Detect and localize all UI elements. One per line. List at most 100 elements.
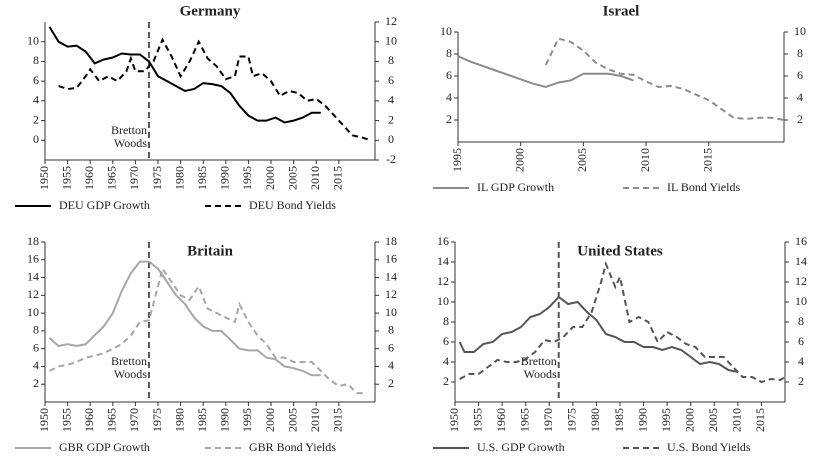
x-tick-label: 2010 [730, 408, 744, 432]
x-tick-label: 1980 [588, 408, 602, 432]
x-tick-label: 2015 [331, 166, 345, 190]
y2-tick-label: 4 [388, 93, 394, 107]
x-tick-label: 1995 [450, 148, 464, 172]
x-tick-label: 1970 [541, 408, 555, 432]
y-tick-label: 4 [33, 358, 39, 372]
legend-label: DEU Bond Yields [249, 198, 336, 212]
y-tick-label: 14 [437, 254, 449, 268]
annotation-label: Bretton [111, 354, 147, 368]
y2-tick-label: 10 [385, 33, 397, 47]
x-tick-label: 1970 [127, 166, 141, 190]
series-line [459, 260, 786, 384]
x-tick-label: 1955 [470, 408, 484, 432]
x-tick-label: 1950 [37, 166, 51, 190]
x-tick-label: 2015 [331, 408, 345, 432]
chart-title: Israel [603, 3, 640, 19]
x-tick-label: 2000 [682, 408, 696, 432]
y-tick-label: 6 [33, 340, 39, 354]
x-tick-label: 2010 [308, 166, 322, 190]
y2-tick-label: 4 [798, 354, 804, 368]
y-tick-label: 8 [33, 323, 39, 337]
x-tick-label: 1995 [240, 408, 254, 432]
y-tick-label: 14 [27, 269, 39, 283]
series-line [58, 37, 371, 142]
y-tick-label: 6 [443, 334, 449, 348]
y-tick-label: 8 [446, 46, 452, 60]
panel: United States 2 4 6 8 10 12 14 16 2 4 6 8 10 12 14 16 195… [433, 234, 807, 454]
x-tick-label: 1965 [105, 166, 119, 190]
y2-tick-label: 2 [388, 112, 394, 126]
y2-tick-label: 4 [388, 358, 394, 372]
y2-tick-label: 8 [388, 53, 394, 67]
y-tick-label: 6 [446, 68, 452, 82]
x-tick-label: 1985 [195, 166, 209, 190]
annotation-label: Bretton [521, 354, 557, 368]
y2-tick-label: 2 [388, 376, 394, 390]
annotation-label: Woods [114, 367, 147, 381]
y2-tick-label: 8 [388, 323, 394, 337]
y2-tick-label: 2 [798, 374, 804, 388]
y2-tick-label: -2 [386, 152, 396, 166]
x-tick-label: 1980 [172, 166, 186, 190]
y2-tick-label: 14 [795, 254, 807, 268]
x-tick-label: 2005 [285, 166, 299, 190]
y-tick-label: 2 [446, 112, 452, 126]
x-tick-label: 2015 [753, 408, 767, 432]
legend-label: U.S. Bond Yields [667, 440, 751, 454]
y2-tick-label: 8 [797, 46, 803, 60]
x-tick-label: 2015 [701, 148, 715, 172]
annotation-label: Woods [114, 136, 147, 150]
x-tick-label: 1950 [37, 408, 51, 432]
x-tick-label: 1955 [59, 166, 73, 190]
x-tick-label: 2010 [638, 148, 652, 172]
series-line [458, 295, 739, 373]
x-tick-label: 2005 [575, 148, 589, 172]
legend-label: IL GDP Growth [477, 180, 554, 194]
x-tick-label: 2010 [308, 408, 322, 432]
y2-tick-label: 14 [385, 269, 397, 283]
y-tick-label: 8 [33, 53, 39, 67]
y-tick-label: 4 [443, 354, 449, 368]
chart-title: Britain [187, 243, 233, 259]
y-tick-label: 4 [33, 93, 39, 107]
y-tick-label: 10 [27, 305, 39, 319]
x-tick-label: 1965 [517, 408, 531, 432]
x-tick-label: 1985 [195, 408, 209, 432]
x-tick-label: 2005 [706, 408, 720, 432]
x-tick-label: 1975 [565, 408, 579, 432]
x-tick-label: 1990 [218, 166, 232, 190]
x-tick-label: 1990 [635, 408, 649, 432]
x-tick-label: 2000 [263, 408, 277, 432]
y2-tick-label: 6 [388, 340, 394, 354]
legend-label: IL Bond Yields [667, 180, 740, 194]
y-tick-label: 16 [437, 234, 449, 248]
y2-tick-label: 6 [798, 334, 804, 348]
x-tick-label: 1950 [447, 408, 461, 432]
chart-title: Germany [180, 3, 241, 19]
y2-tick-label: 2 [797, 112, 803, 126]
legend-label: U.S. GDP Growth [477, 440, 565, 454]
legend-label: GBR GDP Growth [59, 440, 150, 454]
y2-tick-label: 10 [794, 24, 806, 38]
annotation-label: Woods [524, 367, 557, 381]
x-tick-label: 1980 [172, 408, 186, 432]
y2-tick-label: 12 [385, 287, 397, 301]
y-tick-label: 2 [33, 376, 39, 390]
x-tick-label: 1970 [127, 408, 141, 432]
y2-tick-label: 12 [385, 14, 397, 28]
series-line [544, 37, 785, 121]
x-tick-label: 1995 [659, 408, 673, 432]
y2-tick-label: 16 [795, 234, 807, 248]
y-tick-label: 10 [437, 294, 449, 308]
y2-tick-label: 18 [385, 234, 397, 248]
y2-tick-label: 6 [388, 73, 394, 87]
chart-title: United States [577, 243, 663, 259]
x-tick-label: 1960 [494, 408, 508, 432]
y-tick-label: 10 [27, 33, 39, 47]
y-tick-label: 6 [33, 73, 39, 87]
y2-tick-label: 12 [795, 274, 807, 288]
legend-label: GBR Bond Yields [249, 440, 336, 454]
y2-tick-label: 10 [385, 305, 397, 319]
x-tick-label: 1955 [59, 408, 73, 432]
